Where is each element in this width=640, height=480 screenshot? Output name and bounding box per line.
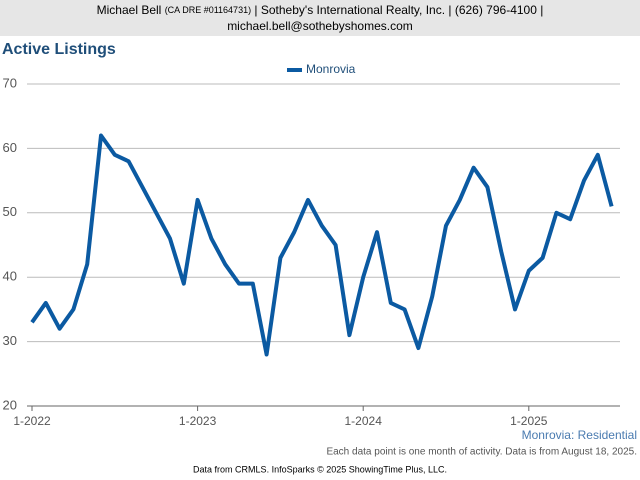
- chart-title: Active Listings: [2, 41, 116, 58]
- y-tick-label: 30: [3, 333, 17, 348]
- header-bar: [0, 0, 640, 36]
- y-tick-label: 20: [3, 397, 17, 412]
- email: michael.bell@sothebyshomes.com: [227, 19, 413, 33]
- header-line: Michael Bell (CA DRE #01164731) | Sotheb…: [97, 3, 544, 17]
- note: Each data point is one month of activity…: [326, 447, 637, 458]
- y-tick-label: 40: [3, 269, 17, 284]
- x-tick-label: 1-2023: [179, 414, 217, 428]
- x-tick-label: 1-2022: [13, 414, 51, 428]
- y-tick-label: 60: [3, 140, 17, 155]
- plot: 20 30 40 50 60 70 1-2022 1-2023 1-2024 1-2025 Monr…: [3, 62, 620, 428]
- y-tick-label: 50: [3, 204, 17, 219]
- x-tick-label: 1-2024: [345, 414, 383, 428]
- legend-label: Monrovia: [306, 62, 356, 76]
- series-line: [30, 133, 614, 357]
- license: (CA DRE #01164731): [165, 5, 251, 15]
- source: Data from CRMLS. InfoSparks © 2025 Showi…: [193, 464, 447, 474]
- x-tick-label: 1-2025: [510, 414, 548, 428]
- company: | Sotheby's International Realty, Inc. |…: [254, 3, 543, 17]
- agent-name: Michael Bell: [97, 3, 162, 17]
- y-tick-label: 70: [3, 75, 17, 90]
- series-label: Monrovia: Residential: [522, 428, 637, 442]
